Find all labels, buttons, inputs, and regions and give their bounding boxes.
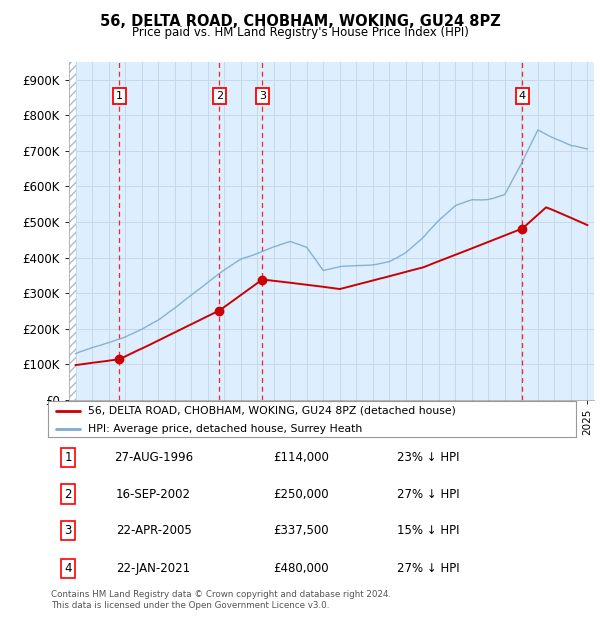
Text: 16-SEP-2002: 16-SEP-2002 bbox=[116, 487, 191, 500]
Bar bbox=[69, 62, 76, 400]
Text: HPI: Average price, detached house, Surrey Heath: HPI: Average price, detached house, Surr… bbox=[88, 424, 362, 434]
Text: 2: 2 bbox=[64, 487, 72, 500]
Text: 3: 3 bbox=[64, 524, 72, 537]
Text: 2: 2 bbox=[216, 91, 223, 101]
Text: 1: 1 bbox=[64, 451, 72, 464]
Text: 15% ↓ HPI: 15% ↓ HPI bbox=[397, 524, 460, 537]
Text: £114,000: £114,000 bbox=[274, 451, 329, 464]
Text: £250,000: £250,000 bbox=[274, 487, 329, 500]
Text: £480,000: £480,000 bbox=[274, 562, 329, 575]
Text: 56, DELTA ROAD, CHOBHAM, WOKING, GU24 8PZ: 56, DELTA ROAD, CHOBHAM, WOKING, GU24 8P… bbox=[100, 14, 500, 29]
Text: 3: 3 bbox=[259, 91, 266, 101]
Text: 27% ↓ HPI: 27% ↓ HPI bbox=[397, 487, 460, 500]
Text: Price paid vs. HM Land Registry's House Price Index (HPI): Price paid vs. HM Land Registry's House … bbox=[131, 26, 469, 39]
Text: 23% ↓ HPI: 23% ↓ HPI bbox=[397, 451, 460, 464]
Text: 22-APR-2005: 22-APR-2005 bbox=[116, 524, 191, 537]
Text: Contains HM Land Registry data © Crown copyright and database right 2024.
This d: Contains HM Land Registry data © Crown c… bbox=[51, 590, 391, 609]
Text: 27-AUG-1996: 27-AUG-1996 bbox=[114, 451, 193, 464]
Text: £337,500: £337,500 bbox=[274, 524, 329, 537]
Text: 27% ↓ HPI: 27% ↓ HPI bbox=[397, 562, 460, 575]
Text: 4: 4 bbox=[519, 91, 526, 101]
Text: 22-JAN-2021: 22-JAN-2021 bbox=[116, 562, 191, 575]
Text: 4: 4 bbox=[64, 562, 72, 575]
Text: 56, DELTA ROAD, CHOBHAM, WOKING, GU24 8PZ (detached house): 56, DELTA ROAD, CHOBHAM, WOKING, GU24 8P… bbox=[88, 406, 455, 416]
Text: 1: 1 bbox=[116, 91, 123, 101]
